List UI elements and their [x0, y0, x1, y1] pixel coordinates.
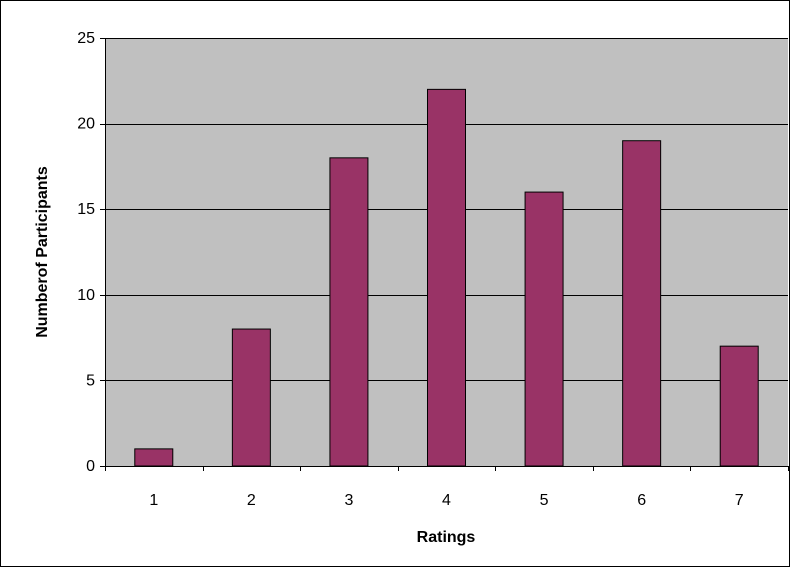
- y-tick-label: 5: [86, 372, 95, 389]
- y-axis-ticks: 0 5 10 15 20 25: [77, 30, 95, 475]
- y-tick-label: 20: [77, 116, 95, 133]
- axes: [100, 38, 789, 471]
- x-axis-title: Ratings: [417, 529, 476, 546]
- x-tick-label: 2: [247, 492, 256, 509]
- x-axis-ticks: 1 2 3 4 5 6 7: [149, 492, 743, 509]
- x-tick-label: 7: [735, 492, 744, 509]
- bars: [134, 88, 759, 467]
- y-tick-label: 0: [86, 458, 95, 475]
- bar: [231, 328, 271, 467]
- x-tick-label: 5: [540, 492, 549, 509]
- bar: [329, 157, 369, 467]
- y-tick-label: 15: [77, 201, 95, 218]
- y-axis-title: Numberof Participants: [34, 166, 51, 338]
- y-tick-label: 10: [77, 287, 95, 304]
- bar: [524, 191, 564, 467]
- x-tick-label: 1: [149, 492, 158, 509]
- x-tick-label: 3: [344, 492, 353, 509]
- bar: [622, 140, 662, 467]
- x-tick-label: 4: [442, 492, 451, 509]
- y-tick-label: 25: [77, 30, 95, 47]
- bar: [719, 345, 759, 467]
- bar: [134, 448, 174, 467]
- x-tick-label: 6: [637, 492, 646, 509]
- bar: [427, 88, 466, 467]
